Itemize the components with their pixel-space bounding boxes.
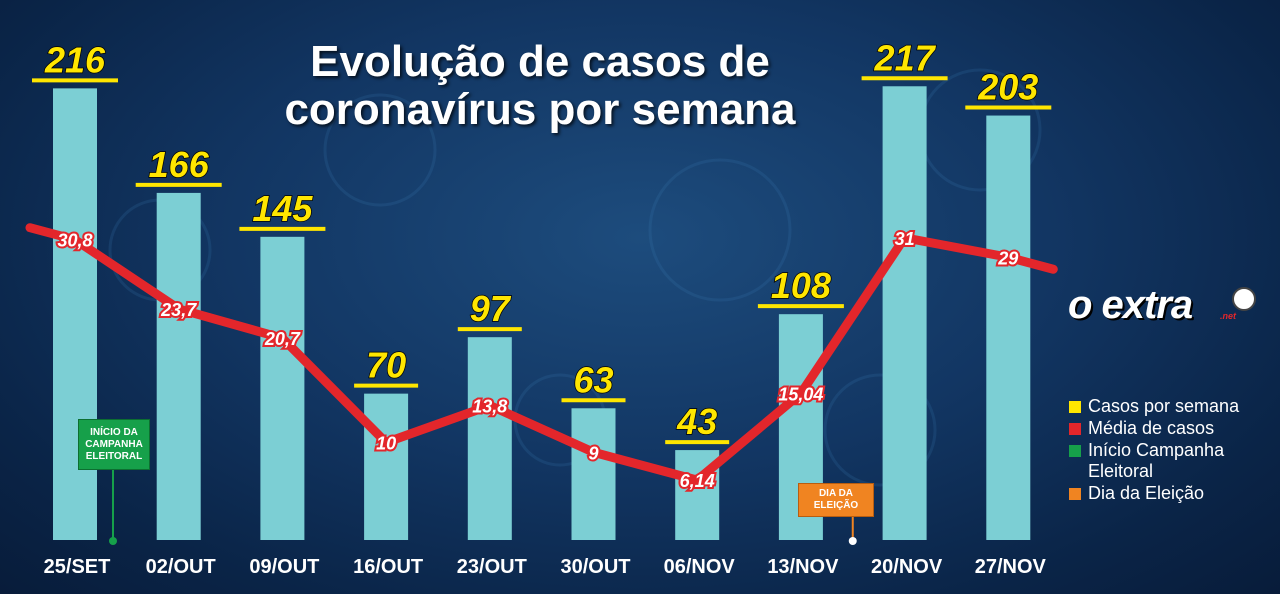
campaign-marker-dot bbox=[109, 537, 117, 545]
bar-value-label: 145 bbox=[252, 188, 313, 229]
x-tick-label: 27/NOV bbox=[975, 556, 1047, 578]
average-value-label: 29 bbox=[997, 248, 1018, 268]
x-tick-label: 20/NOV bbox=[871, 556, 943, 578]
bar bbox=[53, 88, 97, 540]
election-marker-dot bbox=[848, 537, 857, 545]
legend-label-election: Dia da Eleição bbox=[1088, 483, 1205, 503]
logo: o extra .net bbox=[1068, 283, 1236, 328]
average-value-label: 10 bbox=[376, 434, 396, 454]
average-value-label: 15,04 bbox=[778, 384, 823, 404]
title-line-1: Evolução de casos de bbox=[310, 37, 770, 86]
legend-swatch-cases bbox=[1069, 401, 1081, 413]
bar-value-label: 217 bbox=[874, 37, 937, 78]
bar bbox=[364, 393, 409, 540]
bar bbox=[156, 192, 201, 540]
average-value-label: 20,7 bbox=[264, 329, 301, 349]
campaign-start-marker: INÍCIO DA CAMPANHA ELEITORAL bbox=[78, 419, 150, 470]
election-day-marker: DIA DA ELEIÇÃO bbox=[798, 483, 874, 517]
x-tick-label: 23/OUT bbox=[457, 556, 527, 578]
average-value-label: 23,7 bbox=[160, 300, 197, 320]
legend-item-average: Média de casos bbox=[1066, 418, 1276, 439]
logo-suffix: .net bbox=[1220, 311, 1237, 321]
legend: Casos por semana Média de casos Início C… bbox=[1066, 396, 1276, 505]
average-value-label: 30,8 bbox=[57, 231, 92, 251]
bar-value-label: 216 bbox=[44, 39, 106, 80]
bar bbox=[260, 236, 305, 540]
bar bbox=[467, 337, 512, 540]
campaign-start-label: INÍCIO DA CAMPANHA ELEITORAL bbox=[85, 427, 143, 462]
average-line bbox=[25, 223, 1058, 485]
logo-text: o extra bbox=[1068, 283, 1193, 327]
legend-label-average: Média de casos bbox=[1088, 418, 1215, 438]
bar bbox=[882, 86, 927, 540]
legend-label-cases: Casos por semana bbox=[1088, 396, 1240, 416]
legend-swatch-average bbox=[1069, 423, 1081, 435]
x-tick-label: 02/OUT bbox=[146, 556, 216, 578]
x-tick-label: 09/OUT bbox=[249, 556, 319, 578]
x-tick-label: 06/NOV bbox=[664, 556, 736, 578]
legend-swatch-election bbox=[1069, 488, 1081, 500]
average-value-label: 31 bbox=[895, 229, 915, 249]
legend-swatch-campaign bbox=[1069, 445, 1081, 457]
logo-globe-icon bbox=[1232, 287, 1256, 311]
chart-title: Evolução de casos de coronavírus por sem… bbox=[200, 38, 880, 134]
title-line-2: coronavírus por semana bbox=[284, 85, 796, 134]
x-tick-label: 30/OUT bbox=[560, 556, 630, 578]
legend-item-cases: Casos por semana bbox=[1066, 396, 1276, 417]
x-tick-label: 13/NOV bbox=[767, 556, 839, 578]
bar-value-label: 63 bbox=[573, 359, 613, 400]
legend-item-election: Dia da Eleição bbox=[1066, 483, 1276, 504]
average-value-label: 6,14 bbox=[680, 471, 715, 491]
bar-value-label: 203 bbox=[977, 67, 1038, 108]
bar-value-label: 97 bbox=[470, 288, 512, 329]
bar-value-label: 108 bbox=[771, 265, 831, 306]
x-tick-label: 25/SET bbox=[44, 556, 111, 578]
bar-value-label: 43 bbox=[676, 401, 717, 442]
x-tick-label: 16/OUT bbox=[353, 556, 423, 578]
average-value-label: 9 bbox=[588, 443, 598, 463]
election-day-label: DIA DA ELEIÇÃO bbox=[813, 488, 859, 511]
bar bbox=[986, 115, 1031, 540]
legend-label-campaign: Início Campanha Eleitoral bbox=[1088, 440, 1225, 481]
bar bbox=[571, 408, 616, 540]
legend-item-campaign: Início Campanha Eleitoral bbox=[1066, 440, 1276, 482]
bar-value-label: 70 bbox=[366, 345, 406, 386]
average-value-label: 13,8 bbox=[472, 396, 507, 416]
bar-value-label: 166 bbox=[149, 144, 210, 185]
